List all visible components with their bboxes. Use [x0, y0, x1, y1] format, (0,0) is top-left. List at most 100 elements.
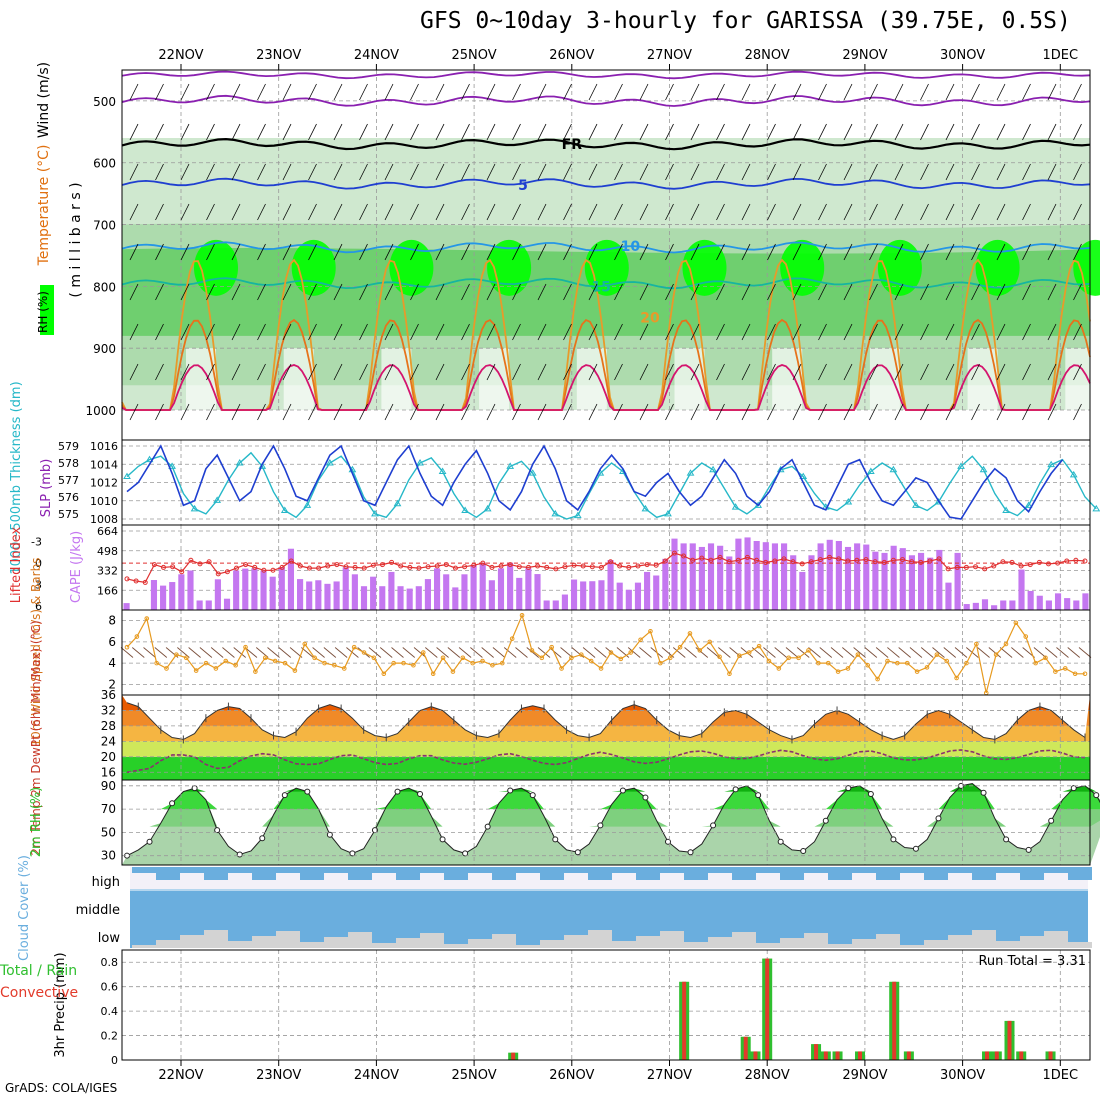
wind-barb [690, 363, 700, 381]
low-cloud-block [852, 939, 876, 948]
wind-barb [435, 323, 445, 341]
wind-speed-marker [717, 654, 722, 660]
wind-barb [971, 243, 980, 261]
lifted-index-marker [881, 559, 887, 565]
thickness-marker [303, 501, 312, 508]
wind-barb [512, 283, 521, 301]
high-cloud-block [852, 867, 876, 873]
cloud-low-label: low [98, 931, 121, 946]
wind-barb [257, 283, 266, 301]
wind-speed-marker [974, 641, 979, 647]
wind-barb [894, 83, 904, 101]
cape-bar [854, 543, 861, 610]
wind-barb [818, 203, 827, 221]
wind-speed-marker [648, 628, 653, 634]
cape-bar [917, 552, 925, 610]
wind-barb [512, 363, 521, 381]
pressure-tick: 900 [93, 342, 116, 356]
lifted-index-marker [854, 557, 860, 563]
wind-barb [1073, 123, 1082, 141]
wind-barb [384, 83, 394, 101]
cape-bar [689, 543, 696, 610]
thickness-marker [934, 498, 943, 505]
wind-barb [333, 243, 343, 261]
precip-convective-bar [858, 1051, 863, 1060]
rh-marker [304, 788, 311, 795]
wind-barb [818, 83, 827, 101]
rh-marker [642, 794, 649, 801]
cape-bar [497, 568, 505, 610]
wind-barb [512, 163, 521, 181]
pressure-axis-label: ( m i l l i b a r s ) [68, 182, 84, 297]
lifted-index-marker [452, 565, 458, 571]
wind-speed-marker [1062, 666, 1068, 671]
wind-barb [537, 203, 547, 221]
lifted-index-marker [151, 562, 157, 568]
low-cloud-block [588, 930, 612, 948]
cape-bar [160, 585, 167, 610]
wind-barb [1078, 647, 1092, 658]
wind-barb [1047, 283, 1057, 301]
lifted-index-marker [379, 562, 385, 568]
cape-bar [726, 556, 733, 610]
li-tick: 3 [35, 579, 42, 592]
rh-marker [619, 787, 626, 794]
lifted-index-marker [973, 564, 979, 570]
wind-barb [267, 647, 280, 658]
wind-barb [257, 203, 266, 221]
wind-barb [486, 403, 496, 421]
high-cloud-block [1068, 867, 1092, 880]
thickness-marker [1047, 460, 1056, 468]
wind-barb [129, 283, 139, 301]
wind-barb [486, 283, 496, 301]
cape-bar [379, 586, 386, 610]
cape-bar [342, 567, 349, 610]
cape-tick: 332 [97, 565, 118, 578]
low-cloud-block [1020, 936, 1044, 948]
low-cloud-block [972, 930, 996, 948]
wind-barb [206, 323, 215, 341]
wind-speed-marker [845, 666, 851, 671]
wind-barb [563, 363, 572, 381]
wind-barb [129, 123, 139, 141]
thickness-marker [573, 511, 582, 519]
cape-bar [233, 570, 240, 610]
wind-barb [920, 323, 929, 341]
wind-barb [410, 283, 419, 301]
wind-barb [716, 403, 725, 421]
wind-barb [843, 403, 853, 421]
cape-bar [351, 574, 358, 610]
high-cloud-block [516, 867, 540, 873]
cape-bar [1082, 593, 1089, 610]
wind-barb [155, 243, 164, 261]
low-cloud-block [996, 941, 1020, 948]
wind-speed-marker [628, 650, 633, 655]
wind-barb [563, 123, 572, 141]
high-cloud-block [468, 867, 492, 873]
rh-line [126, 782, 1100, 857]
wind-barb [971, 363, 980, 381]
wind-barb [410, 403, 419, 421]
temp-line [126, 702, 1086, 740]
low-cloud-block [132, 945, 156, 948]
rh-marker [732, 786, 739, 793]
lifted-index-marker [325, 563, 331, 569]
wind-barb [716, 123, 725, 141]
low-cloud-block [708, 937, 732, 948]
precip-total-label: Total / Rain [0, 963, 77, 979]
wind-barb [690, 243, 700, 261]
low-cloud-block [420, 933, 444, 948]
wind-barb [486, 323, 496, 341]
thickness-marker [123, 472, 131, 480]
high-cloud-block [492, 867, 516, 880]
thickness-marker [686, 469, 695, 476]
wind-barb [384, 283, 394, 301]
cape-bar [598, 580, 605, 610]
pressure-tick: 800 [93, 280, 116, 294]
precip-tick: 0.2 [101, 1030, 119, 1043]
cape-bar [123, 603, 130, 610]
wind-barb [971, 123, 980, 141]
wind-barb [792, 323, 802, 341]
wind-speed-marker [707, 639, 713, 645]
cape-bar [1064, 598, 1071, 610]
